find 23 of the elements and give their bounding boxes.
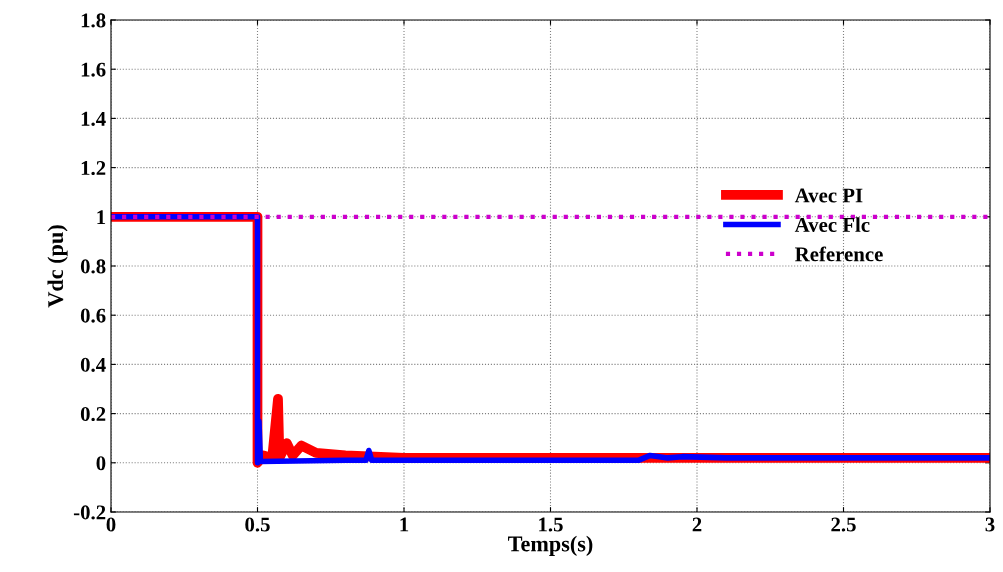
y-tick-label: 0 <box>96 456 106 471</box>
legend-label: Reference <box>795 246 883 262</box>
y-tick-label: 0.8 <box>80 259 106 274</box>
x-tick-label: 1.5 <box>539 517 563 532</box>
x-axis-title: Temps(s) <box>508 535 593 556</box>
y-tick-label: -0.2 <box>73 505 106 520</box>
x-tick-label: 1 <box>400 517 409 532</box>
y-tick-label: 1.4 <box>81 111 106 126</box>
y-axis-title: Vdc (pu) <box>47 225 68 308</box>
x-tick-label: 3 <box>985 517 995 532</box>
x-tick-label: 2 <box>692 517 702 532</box>
y-tick-label: 0.4 <box>80 357 106 372</box>
y-tick-label: 0.2 <box>80 406 106 422</box>
y-tick-label: 1.8 <box>81 13 106 28</box>
y-tick-label: 1.6 <box>81 62 106 77</box>
y-tick-label: 0.6 <box>80 308 106 323</box>
x-tick-label: 0.5 <box>245 517 270 532</box>
y-tick-label: 1.2 <box>81 161 106 176</box>
y-tick-label: 1 <box>97 210 106 225</box>
x-tick-label: 2.5 <box>831 517 856 532</box>
legend-label: Avec Flc <box>794 217 870 232</box>
x-tick-label: 0 <box>106 517 116 532</box>
legend-label: Avec PI <box>794 188 863 203</box>
